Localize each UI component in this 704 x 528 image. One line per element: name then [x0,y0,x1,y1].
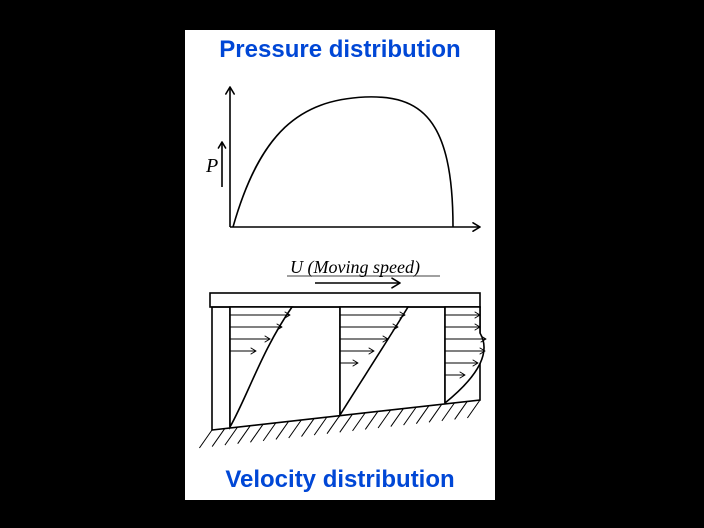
velocity-chart: U (Moving speed) [190,255,490,455]
pressure-chart: P [190,72,490,242]
svg-text:P: P [205,155,218,177]
diagram-panel: Pressure distribution P U (Moving speed)… [185,30,495,500]
title-velocity: Velocity distribution [185,466,495,494]
title-pressure: Pressure distribution [185,36,495,64]
svg-text:U (Moving speed): U (Moving speed) [290,257,420,278]
